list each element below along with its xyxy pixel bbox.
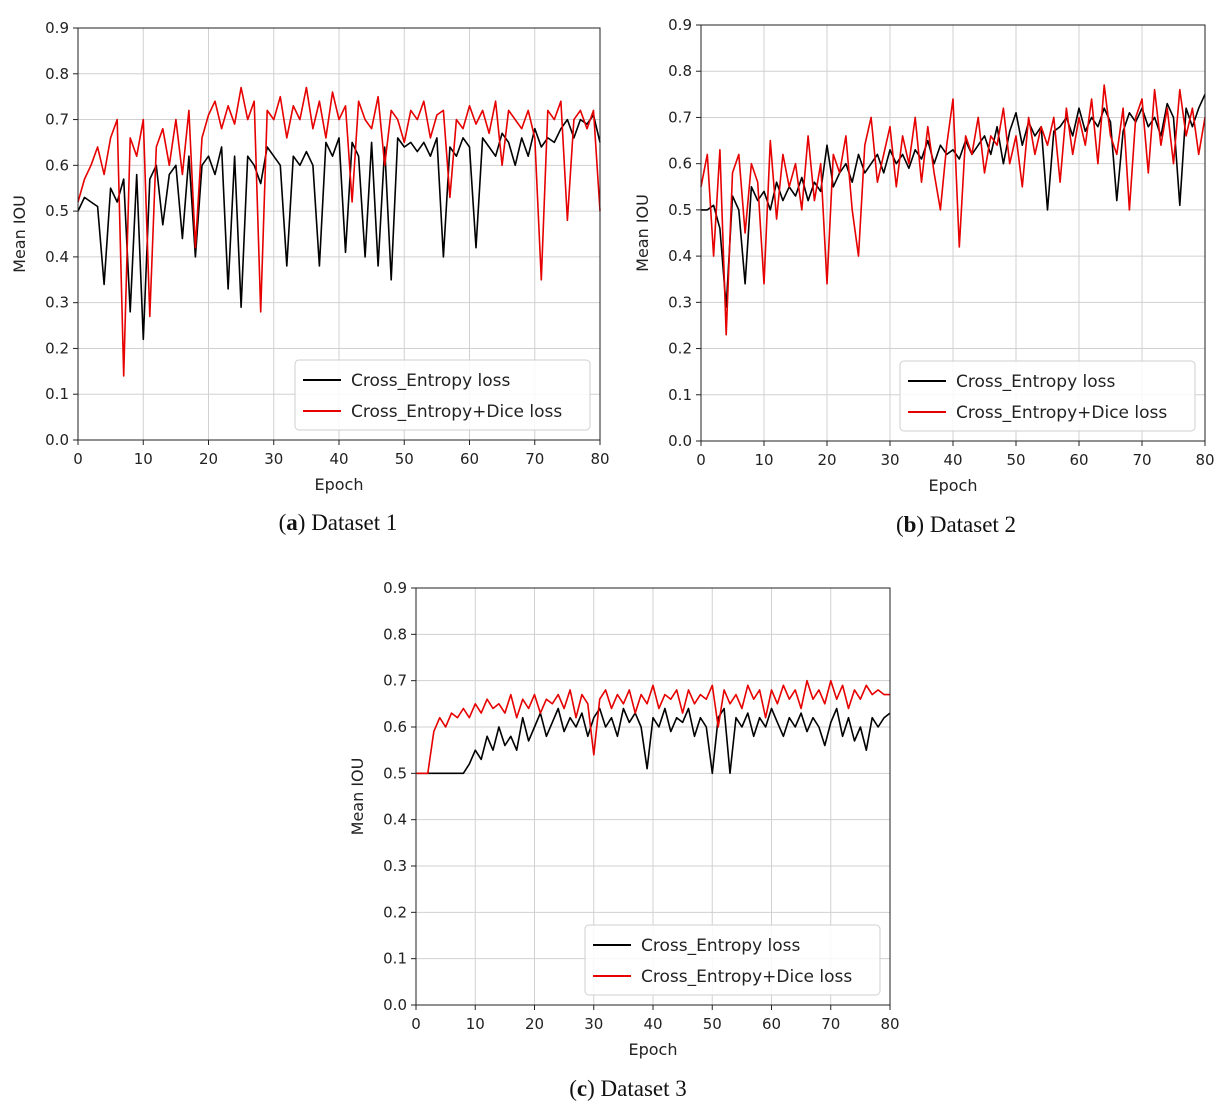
x-tick-label: 50 bbox=[395, 450, 414, 468]
legend-label: Cross_Entropy+Dice loss bbox=[956, 403, 1167, 423]
y-tick-label: 0.7 bbox=[668, 108, 692, 126]
y-tick-label: 0.5 bbox=[668, 201, 692, 219]
y-tick-label: 0.6 bbox=[45, 156, 69, 174]
y-tick-label: 0.5 bbox=[383, 764, 407, 782]
y-tick-label: 0.9 bbox=[668, 16, 692, 34]
y-tick-label: 0.1 bbox=[668, 386, 692, 404]
y-tick-label: 0.4 bbox=[45, 248, 69, 266]
caption-a: (a) Dataset 1 bbox=[278, 510, 398, 535]
x-axis-label: Epoch bbox=[929, 476, 978, 495]
series-line-cross-entropy bbox=[77, 114, 601, 341]
x-tick-label: 0 bbox=[411, 1015, 421, 1033]
x-tick-label: 30 bbox=[264, 450, 283, 468]
y-tick-label: 0.9 bbox=[383, 579, 407, 597]
legend: Cross_Entropy loss Cross_Entropy+Dice los… bbox=[584, 924, 881, 996]
panel-a: 0 10 20 30 40 50 60 70 80 0.0 0.1 0.2 0.3 0.4 0.5 0.6 0.… bbox=[0, 0, 620, 500]
y-tick-label: 0.4 bbox=[383, 811, 407, 829]
x-tick-label: 30 bbox=[880, 451, 899, 469]
x-tick-label: 20 bbox=[525, 1015, 544, 1033]
y-tick-label: 0.2 bbox=[668, 340, 692, 358]
legend-box bbox=[899, 360, 1196, 432]
x-tick-label: 70 bbox=[821, 1015, 840, 1033]
chart-b: 0 10 20 30 40 50 60 70 80 0.0 0.1 0.2 0.3 0.4 0.5 0.6 0.… bbox=[633, 16, 1215, 495]
y-axis-label: Mean IOU bbox=[633, 194, 652, 272]
y-tick-label: 0.6 bbox=[668, 155, 692, 173]
y-axis-label: Mean IOU bbox=[10, 195, 29, 273]
x-tick-label: 20 bbox=[199, 450, 218, 468]
y-tick-label: 0.6 bbox=[383, 718, 407, 736]
legend-label: Cross_Entropy loss bbox=[641, 936, 801, 956]
y-tick-label: 0.7 bbox=[45, 111, 69, 129]
y-axis-label: Mean IOU bbox=[348, 758, 367, 836]
legend-box bbox=[584, 924, 881, 996]
y-tick-label: 0.1 bbox=[45, 385, 69, 403]
y-tick-label: 0.0 bbox=[383, 996, 407, 1014]
x-tick-label: 80 bbox=[880, 1015, 899, 1033]
x-tick-label: 40 bbox=[329, 450, 348, 468]
x-axis-label: Epoch bbox=[629, 1040, 678, 1059]
y-tick-label: 0.5 bbox=[45, 202, 69, 220]
legend-box bbox=[294, 359, 591, 431]
legend: Cross_Entropy loss Cross_Entropy+Dice los… bbox=[899, 360, 1196, 432]
x-tick-label: 50 bbox=[703, 1015, 722, 1033]
x-tick-label: 0 bbox=[696, 451, 706, 469]
x-tick-label: 60 bbox=[1069, 451, 1088, 469]
x-tick-label: 30 bbox=[584, 1015, 603, 1033]
x-tick-label: 80 bbox=[590, 450, 609, 468]
x-tick-label: 70 bbox=[525, 450, 544, 468]
x-axis-label: Epoch bbox=[315, 475, 364, 494]
x-tick-label: 10 bbox=[134, 450, 153, 468]
y-tick-label: 0.3 bbox=[45, 294, 69, 312]
y-tick-label: 0.8 bbox=[45, 65, 69, 83]
y-tick-label: 0.0 bbox=[45, 431, 69, 449]
panel-b: 0 10 20 30 40 50 60 70 80 0.0 0.1 0.2 0.3 0.4 0.5 0.6 0.… bbox=[620, 0, 1223, 500]
legend: Cross_Entropy loss Cross_Entropy+Dice los… bbox=[294, 359, 591, 431]
series-line-cross-entropy-dice bbox=[416, 679, 890, 775]
y-tick-label: 0.3 bbox=[383, 857, 407, 875]
x-tick-label: 0 bbox=[73, 450, 83, 468]
series-line-cross-entropy-dice bbox=[700, 84, 1206, 336]
x-tick-label: 60 bbox=[762, 1015, 781, 1033]
y-tick-label: 0.3 bbox=[668, 293, 692, 311]
x-tick-label: 50 bbox=[1006, 451, 1025, 469]
x-tick-label: 10 bbox=[466, 1015, 485, 1033]
panel-c: 0 10 20 30 40 50 60 70 80 0.0 0.1 0.2 0.3 0.4 0.5 0.6 0.… bbox=[340, 568, 910, 1068]
y-tick-label: 0.2 bbox=[383, 903, 407, 921]
chart-c: 0 10 20 30 40 50 60 70 80 0.0 0.1 0.2 0.3 0.4 0.5 0.6 0.… bbox=[348, 579, 900, 1059]
x-tick-label: 40 bbox=[943, 451, 962, 469]
y-tick-label: 0.2 bbox=[45, 339, 69, 357]
caption-c: (c) Dataset 3 bbox=[569, 1076, 687, 1101]
x-tick-label: 70 bbox=[1132, 451, 1151, 469]
series-line-cross-entropy-dice bbox=[77, 86, 601, 377]
y-tick-label: 0.1 bbox=[383, 950, 407, 968]
legend-label: Cross_Entropy+Dice loss bbox=[351, 402, 562, 422]
y-tick-label: 0.7 bbox=[383, 672, 407, 690]
x-tick-label: 40 bbox=[643, 1015, 662, 1033]
y-tick-label: 0.0 bbox=[668, 432, 692, 450]
x-tick-label: 10 bbox=[754, 451, 773, 469]
chart-a: 0 10 20 30 40 50 60 70 80 0.0 0.1 0.2 0.3 0.4 0.5 0.6 0.… bbox=[10, 19, 610, 494]
y-tick-label: 0.4 bbox=[668, 247, 692, 265]
y-tick-label: 0.8 bbox=[668, 62, 692, 80]
x-tick-label: 80 bbox=[1195, 451, 1214, 469]
caption-b: (b) Dataset 2 bbox=[895, 512, 1017, 537]
series-line-cross-entropy bbox=[416, 707, 891, 775]
y-tick-label: 0.8 bbox=[383, 625, 407, 643]
series-line-cross-entropy bbox=[701, 93, 1206, 308]
y-tick-label: 0.9 bbox=[45, 19, 69, 37]
legend-label: Cross_Entropy+Dice loss bbox=[641, 967, 852, 987]
x-tick-label: 20 bbox=[817, 451, 836, 469]
legend-label: Cross_Entropy loss bbox=[956, 372, 1116, 392]
x-tick-label: 60 bbox=[460, 450, 479, 468]
legend-label: Cross_Entropy loss bbox=[351, 371, 511, 391]
